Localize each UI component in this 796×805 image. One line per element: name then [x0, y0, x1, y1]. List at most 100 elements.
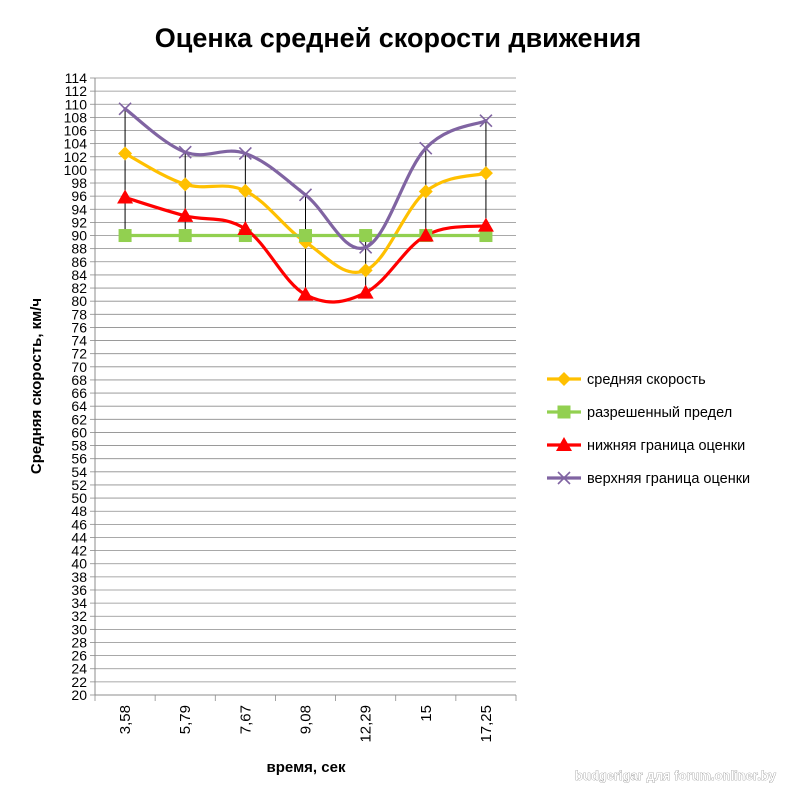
series-markers — [117, 102, 494, 301]
y-tick-label: 100 — [64, 162, 88, 178]
data-point-средняя-скорость — [118, 146, 133, 161]
x-tick-label: 15 — [418, 705, 435, 722]
y-tick-label: 50 — [71, 490, 87, 506]
data-point-разрешенный-предел — [178, 229, 192, 243]
data-point-средняя-скорость — [238, 183, 253, 198]
y-tick-label: 82 — [71, 280, 87, 296]
data-point-верхняя-граница-оценки — [479, 114, 493, 128]
data-point-верхняя-граница-оценки — [359, 240, 373, 254]
y-tick-label: 22 — [71, 674, 87, 690]
x-tick-label: 12,29 — [358, 705, 375, 743]
x-marker-stroke — [118, 102, 132, 116]
y-tick-label: 20 — [71, 687, 87, 703]
axes — [90, 77, 517, 701]
y-tick-label: 70 — [71, 359, 87, 375]
data-point-верхняя-граница-оценки — [238, 146, 252, 161]
y-tick-label: 46 — [71, 516, 87, 532]
y-tick-label: 40 — [71, 556, 87, 572]
legend-label: разрешенный предел — [587, 405, 732, 421]
x-marker-stroke — [178, 145, 192, 159]
y-tick-label: 94 — [71, 201, 87, 217]
x-tick-label: 9,08 — [298, 705, 315, 734]
y-tick-label: 86 — [71, 254, 87, 270]
x-tick-label: 7,67 — [237, 705, 254, 734]
y-tick-label: 58 — [71, 438, 87, 454]
y-tick-label: 84 — [71, 267, 87, 283]
y-tick-labels: 2022242628303234363840424446485052545658… — [64, 70, 88, 703]
y-tick-label: 78 — [71, 306, 87, 322]
watermark: budgerigar для forum.onliner.by — [575, 768, 777, 783]
legend-item: верхняя граница оценки — [547, 471, 750, 487]
data-point-нижняя-граница-оценки — [417, 227, 434, 242]
x-axis-label: время, сек — [267, 759, 346, 776]
data-point-нижняя-граница-оценки — [237, 220, 254, 235]
x-tick-label: 5,79 — [177, 705, 194, 734]
data-point-разрешенный-предел — [299, 229, 312, 243]
chart-title: Оценка средней скорости движения — [155, 23, 641, 53]
y-tick-label: 48 — [71, 503, 87, 519]
y-tick-label: 110 — [65, 96, 88, 112]
y-tick-label: 44 — [71, 529, 87, 545]
y-tick-label: 54 — [71, 464, 87, 480]
y-tick-label: 88 — [71, 241, 87, 257]
y-tick-label: 80 — [71, 293, 87, 309]
y-tick-label: 98 — [71, 175, 87, 191]
y-tick-label: 106 — [64, 123, 88, 139]
y-axis-label: Средняя скорость, км/ч — [28, 298, 45, 474]
y-tick-label: 102 — [64, 149, 88, 165]
legend-swatch-marker — [556, 437, 572, 451]
data-point-разрешенный-предел — [118, 229, 132, 243]
legend-label: верхняя граница оценки — [587, 471, 750, 487]
data-point-верхняя-граница-оценки — [298, 188, 313, 202]
data-point-средняя-скорость — [478, 166, 493, 181]
legend-label: нижняя граница оценки — [587, 438, 745, 454]
y-tick-label: 96 — [71, 188, 87, 204]
y-tick-label: 52 — [71, 477, 87, 493]
y-tick-label: 24 — [71, 661, 87, 677]
x-tick-label: 3,58 — [117, 705, 134, 734]
legend-label: средняя скорость — [587, 372, 706, 388]
y-tick-label: 108 — [64, 109, 88, 125]
y-tick-label: 74 — [71, 333, 87, 349]
y-tick-label: 90 — [71, 228, 87, 244]
y-tick-label: 56 — [71, 451, 87, 467]
legend-swatch-marker — [557, 372, 571, 386]
y-tick-label: 112 — [65, 83, 88, 99]
x-marker-stroke — [359, 240, 373, 254]
legend-item: разрешенный предел — [547, 405, 732, 421]
data-point-нижняя-граница-оценки — [297, 286, 314, 301]
y-tick-label: 26 — [71, 648, 87, 664]
data-point-средняя-скорость — [358, 263, 373, 278]
x-tick-labels: 3,58 5,79 7,67 9,08 12,29 15 17,25 — [117, 705, 495, 743]
data-point-разрешенный-предел — [359, 229, 373, 243]
y-tick-label: 72 — [71, 346, 87, 362]
legend-swatch-marker — [557, 405, 571, 419]
y-tick-label: 68 — [71, 372, 87, 388]
data-point-нижняя-граница-оценки — [357, 284, 374, 299]
y-tick-label: 92 — [71, 214, 87, 230]
x-tick-label: 17,25 — [478, 705, 495, 743]
data-point-средняя-скорость — [418, 184, 433, 199]
data-point-верхняя-граница-оценки — [118, 102, 132, 116]
x-marker-stroke — [238, 146, 252, 161]
data-point-верхняя-граница-оценки — [419, 141, 433, 155]
legend-item: нижняя граница оценки — [547, 437, 745, 454]
data-point-нижняя-граница-оценки — [117, 189, 134, 204]
legend-item: средняя скорость — [547, 372, 706, 388]
legend: средняя скорость разрешенный предел нижняя… — [547, 372, 750, 487]
y-tick-label: 114 — [65, 70, 88, 86]
y-tick-label: 36 — [71, 582, 87, 598]
data-point-верхняя-граница-оценки — [178, 145, 192, 159]
y-tick-label: 76 — [71, 319, 87, 335]
data-point-нижняя-граница-оценки — [177, 207, 194, 222]
legend-swatch-marker — [557, 471, 571, 485]
y-tick-label: 30 — [71, 621, 87, 637]
y-tick-label: 62 — [71, 411, 87, 427]
y-tick-label: 32 — [71, 608, 87, 624]
y-tick-label: 28 — [71, 634, 87, 650]
x-marker-stroke — [419, 141, 433, 155]
y-tick-label: 60 — [71, 424, 87, 440]
y-tick-label: 66 — [71, 385, 87, 401]
